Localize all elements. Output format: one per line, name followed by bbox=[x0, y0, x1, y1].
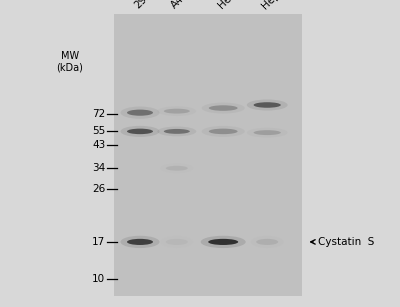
Ellipse shape bbox=[166, 239, 188, 245]
Ellipse shape bbox=[251, 236, 284, 248]
Text: 55: 55 bbox=[92, 126, 105, 136]
Ellipse shape bbox=[164, 109, 190, 114]
Ellipse shape bbox=[209, 105, 238, 111]
Ellipse shape bbox=[209, 129, 238, 134]
Ellipse shape bbox=[202, 103, 245, 114]
Ellipse shape bbox=[208, 239, 238, 245]
Ellipse shape bbox=[254, 102, 281, 108]
Text: MW
(kDa): MW (kDa) bbox=[56, 51, 84, 72]
Text: 26: 26 bbox=[92, 184, 105, 194]
Ellipse shape bbox=[157, 106, 196, 116]
Text: HeLa: HeLa bbox=[216, 0, 242, 11]
Ellipse shape bbox=[157, 126, 196, 136]
Ellipse shape bbox=[164, 129, 190, 134]
Ellipse shape bbox=[127, 129, 153, 134]
Text: 43: 43 bbox=[92, 140, 105, 150]
Ellipse shape bbox=[127, 239, 153, 245]
Bar bbox=[114, 14, 302, 296]
Ellipse shape bbox=[120, 107, 160, 119]
Ellipse shape bbox=[256, 239, 278, 245]
Ellipse shape bbox=[202, 126, 245, 137]
Text: 72: 72 bbox=[92, 109, 105, 119]
Text: Cystatin  S: Cystatin S bbox=[318, 237, 375, 247]
Text: 10: 10 bbox=[92, 274, 105, 284]
Text: 17: 17 bbox=[92, 237, 105, 247]
Ellipse shape bbox=[166, 166, 188, 171]
Ellipse shape bbox=[160, 163, 193, 173]
Ellipse shape bbox=[120, 126, 160, 137]
Ellipse shape bbox=[201, 236, 246, 248]
Text: 34: 34 bbox=[92, 163, 105, 173]
Text: A431: A431 bbox=[170, 0, 196, 11]
Ellipse shape bbox=[247, 128, 288, 138]
Ellipse shape bbox=[120, 236, 160, 248]
Ellipse shape bbox=[254, 130, 281, 135]
Text: HepG2: HepG2 bbox=[260, 0, 292, 11]
Ellipse shape bbox=[247, 99, 288, 111]
Ellipse shape bbox=[127, 110, 153, 116]
Text: 293T: 293T bbox=[133, 0, 158, 11]
